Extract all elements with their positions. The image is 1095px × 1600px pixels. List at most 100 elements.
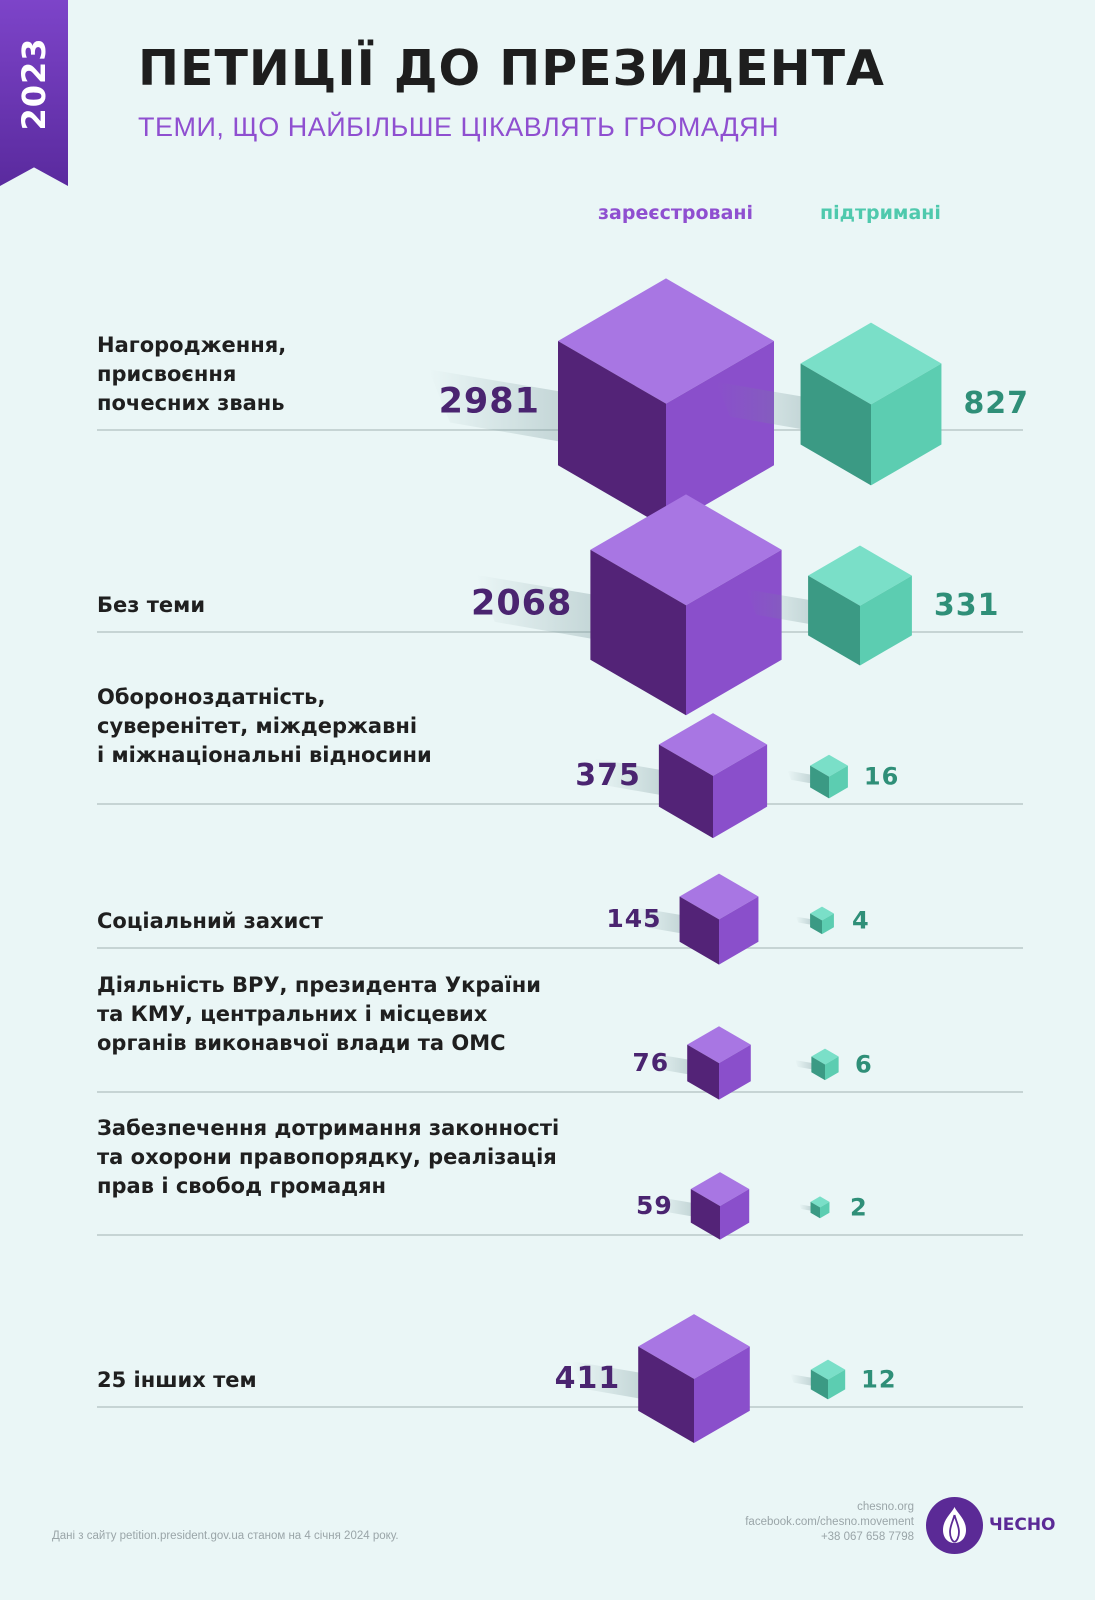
category-label: Обороноздатність, суверенітет, міждержавн… (97, 685, 432, 767)
supported-cube-right (829, 765, 848, 799)
supported-cube-right (860, 575, 912, 666)
supported-cube-right (822, 913, 834, 935)
registered-cube (475, 494, 782, 716)
phone-number: +38 067 658 7798 (820, 1531, 914, 1543)
registered-cube-left (690, 1189, 720, 1240)
supported-cube-top (810, 1196, 830, 1208)
registered-cube-left (658, 744, 713, 839)
supported-value-label: 827 (963, 386, 1029, 421)
category-label-line: 25 інших тем (97, 1368, 257, 1392)
registered-value-label: 59 (636, 1191, 673, 1220)
year-ribbon: 2023 (0, 0, 68, 186)
supported-cube (790, 1359, 846, 1400)
category-label-line: суверенітет, міждержавні (97, 714, 417, 738)
registered-cube-top (658, 713, 768, 776)
supported-value-label: 4 (852, 907, 870, 935)
supported-cube-top (810, 754, 848, 777)
category-label-line: Обороноздатність, (97, 685, 325, 709)
supported-cube-left (811, 1056, 825, 1081)
category-label-line: Діяльність ВРУ, президента України (97, 973, 541, 997)
registered-cube-left (590, 549, 686, 716)
registered-cube-right (719, 1044, 751, 1100)
category-label: 25 інших тем (97, 1368, 257, 1392)
supported-cube-top (810, 1359, 846, 1380)
supported-value-label: 2 (850, 1194, 868, 1222)
registered-cube-right (720, 1189, 750, 1240)
category-label: Забезпечення дотримання законності та охо… (97, 1116, 559, 1198)
supported-cube (795, 1048, 839, 1081)
category-label-line: Соціальний захист (97, 909, 324, 933)
chart-row: 375 16 Обороноздатність, суверенітет, міжде… (97, 685, 1023, 839)
chart-row: 59 2 Забезпечення дотримання законності та … (97, 1116, 1023, 1240)
supported-cube-left (810, 1201, 820, 1219)
registered-cube-top (558, 278, 774, 404)
legend-supported: підтримані (820, 202, 941, 224)
registered-cube (649, 1026, 751, 1100)
registered-cube-right (686, 549, 782, 716)
category-label-line: присвоєння (97, 362, 236, 386)
category-label: Нагородження, присвоєння почесних звань (97, 333, 286, 415)
supported-value-label: 16 (864, 763, 899, 791)
registered-cube-top (690, 1172, 750, 1206)
category-label-line: почесних звань (97, 391, 285, 415)
supported-cube-left (810, 765, 829, 799)
facebook-link[interactable]: facebook.com/chesno.movement (745, 1516, 914, 1528)
registered-value-label: 2981 (439, 382, 540, 422)
registered-cube-right (719, 896, 759, 965)
page-subtitle: ТЕМИ, ЩО НАЙБІЛЬШЕ ЦІКАВЛЯТЬ ГРОМАДЯН (138, 112, 780, 142)
supported-cube-right (871, 363, 942, 486)
chart-row: 76 6 Діяльність ВРУ, президента України та … (97, 973, 1023, 1100)
logo-text: ЧЕСНО (989, 1515, 1056, 1535)
registered-cube (655, 1172, 750, 1240)
category-label-line: Без теми (97, 593, 205, 617)
data-source-note: Дані з сайту petition.president.gov.ua с… (52, 1530, 399, 1542)
supported-cube-top (808, 545, 912, 606)
supported-cube-left (808, 575, 860, 666)
registered-cube-left (679, 896, 719, 965)
category-label-line: органів виконавчої влади та ОМС (97, 1031, 506, 1055)
registered-cube (632, 873, 759, 965)
page-title: ПЕТИЦІЇ ДО ПРЕЗИДЕНТА (138, 40, 885, 97)
supported-cube-left (800, 363, 871, 486)
category-label: Без теми (97, 593, 205, 617)
registered-cube-right (694, 1346, 750, 1444)
category-label-line: Забезпечення дотримання законності (97, 1116, 559, 1140)
category-label: Соціальний захист (97, 909, 324, 933)
supported-cube-left (810, 913, 822, 935)
legend-registered: зареєстровані (598, 202, 754, 224)
supported-value-label: 331 (934, 588, 1000, 623)
registered-cube-right (713, 744, 768, 839)
chart-row: 145 4 Соціальний захист (97, 873, 1023, 965)
registered-value-label: 411 (555, 1361, 621, 1396)
contacts: chesno.org facebook.com/chesno.movement … (745, 1500, 914, 1545)
supported-cube-right (820, 1201, 830, 1219)
registered-value-label: 76 (632, 1048, 669, 1077)
registered-cube-top (638, 1314, 750, 1379)
supported-cube (745, 545, 912, 666)
chart-row: 2068 331 Без теми (97, 494, 1023, 716)
supported-cube (716, 322, 942, 486)
registered-cube-left (558, 341, 666, 528)
category-label-line: прав і свобод громадян (97, 1174, 386, 1198)
registered-value-label: 145 (606, 904, 661, 933)
registered-cube-left (687, 1044, 719, 1100)
category-label: Діяльність ВРУ, президента України та КМУ… (97, 973, 541, 1055)
category-label-line: та охорони правопорядку, реалізація (97, 1145, 557, 1169)
registered-cube (571, 1314, 750, 1444)
registered-value-label: 375 (575, 758, 641, 793)
cube-chart: 2981 827 Нагородження, присвоєння почесних з… (97, 278, 1029, 1444)
category-label-line: Нагородження, (97, 333, 286, 357)
supported-value-label: 6 (855, 1051, 873, 1079)
chart-row: 411 12 25 інших тем (97, 1314, 1023, 1444)
supported-cube-right (828, 1369, 846, 1400)
supported-cube (787, 754, 848, 799)
supported-cube-top (800, 322, 942, 405)
registered-value-label: 2068 (471, 584, 572, 624)
site-link[interactable]: chesno.org (857, 1501, 914, 1513)
registered-cube-left (638, 1346, 694, 1444)
garlic-logo-icon (926, 1497, 983, 1554)
supported-value-label: 12 (861, 1366, 896, 1394)
supported-cube (799, 1196, 830, 1219)
supported-cube-right (825, 1056, 839, 1081)
supported-cube-left (810, 1369, 828, 1400)
